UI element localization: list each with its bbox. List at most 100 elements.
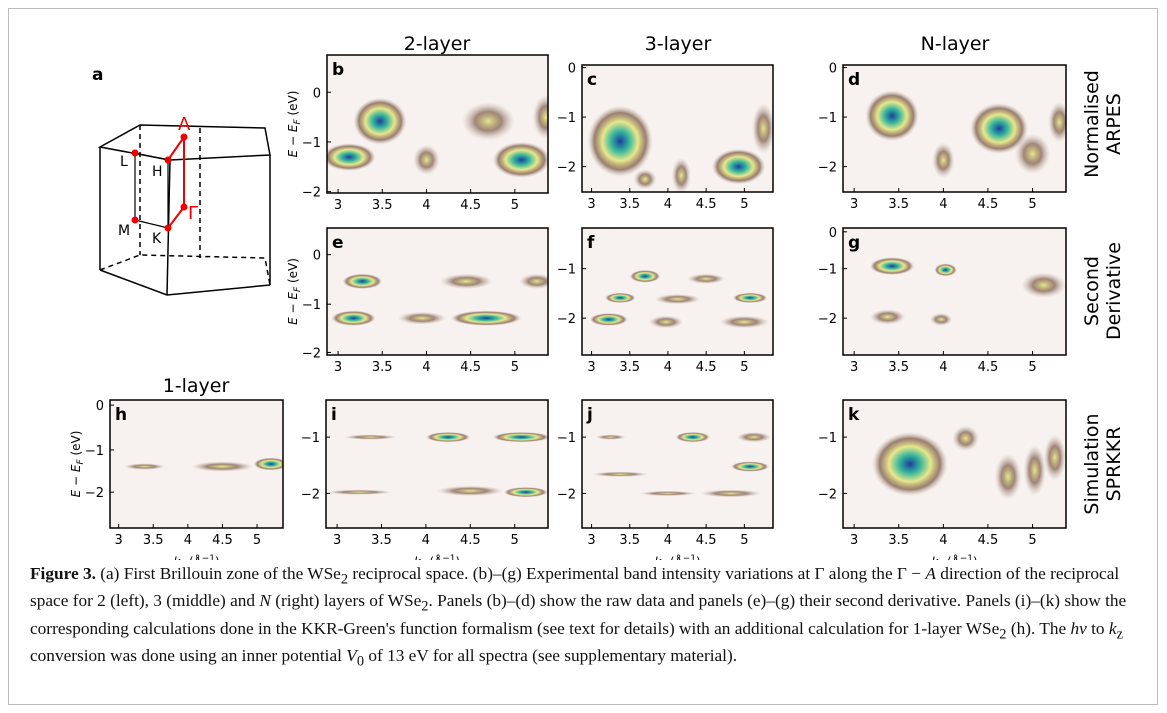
x-tick-label: 3.5 bbox=[371, 533, 392, 548]
zone-label: H bbox=[152, 164, 163, 180]
zone-point bbox=[181, 204, 188, 211]
x-axis-label: kz (Å−1) bbox=[654, 554, 700, 560]
zone-label: M bbox=[118, 223, 130, 239]
intensity-blob bbox=[870, 309, 906, 324]
caption-italic: V bbox=[346, 646, 357, 665]
x-tick-label: 5 bbox=[511, 198, 519, 213]
x-axis-label-part: k bbox=[173, 555, 181, 560]
x-tick-label: 4 bbox=[939, 533, 947, 548]
zone-point bbox=[132, 150, 139, 157]
y-tick-label: −2 bbox=[557, 312, 576, 327]
intensity-blob bbox=[733, 293, 767, 303]
caption-text: reciprocal space. (b)–(g) Experimental b… bbox=[348, 564, 925, 583]
intensity-blob bbox=[590, 313, 628, 326]
x-tick-label: 3.5 bbox=[888, 533, 909, 548]
intensity-blob bbox=[124, 463, 166, 469]
x-axis-label: kz (Å−1) bbox=[173, 554, 219, 560]
column-header: 2-layer bbox=[404, 33, 471, 55]
y-tick-label: −1 bbox=[818, 431, 837, 446]
caption-text: to bbox=[1087, 619, 1109, 638]
panel: d0−1−233.544.55 bbox=[818, 62, 1071, 212]
x-tick-label: 4.5 bbox=[460, 360, 481, 375]
x-axis-label-part: (Å bbox=[185, 554, 202, 560]
y-tick-label: −2 bbox=[301, 487, 320, 502]
x-tick-label: 4 bbox=[664, 533, 672, 548]
intensity-blob bbox=[342, 274, 382, 289]
x-tick-label: 3.5 bbox=[888, 197, 909, 212]
intensity-blob bbox=[865, 90, 919, 141]
x-tick-label: 3.5 bbox=[619, 197, 640, 212]
intensity-blob bbox=[930, 313, 952, 326]
panel-letter: b bbox=[332, 60, 344, 80]
x-tick-label: 5 bbox=[1028, 533, 1036, 548]
x-tick-label: 4 bbox=[939, 360, 947, 375]
intensity-blob bbox=[1044, 435, 1066, 481]
x-tick-label: 3.5 bbox=[372, 360, 393, 375]
x-tick-label: 3 bbox=[334, 360, 342, 375]
caption-italic: hν bbox=[1071, 619, 1087, 638]
panel-image bbox=[110, 400, 288, 528]
y-tick-label: −1 bbox=[85, 444, 104, 459]
row-label: Normalised bbox=[1081, 70, 1103, 178]
intensity-blob bbox=[426, 432, 470, 442]
x-tick-label: 3 bbox=[587, 533, 595, 548]
x-tick-label: 5 bbox=[740, 533, 748, 548]
intensity-blob bbox=[630, 270, 661, 283]
panel: c0−1−233.544.55 bbox=[557, 62, 775, 212]
y-tick-label: −1 bbox=[302, 136, 321, 151]
row-label: ARPES bbox=[1103, 93, 1125, 155]
y-tick-label: −2 bbox=[818, 312, 837, 327]
x-tick-label: 4 bbox=[422, 198, 430, 213]
x-tick-label: 5 bbox=[1028, 197, 1036, 212]
intensity-blob bbox=[872, 432, 948, 496]
y-axis-label-part: E − E bbox=[286, 124, 300, 157]
intensity-blob bbox=[952, 426, 979, 452]
zone-label: Γ bbox=[188, 203, 198, 224]
intensity-blob bbox=[588, 106, 653, 177]
x-axis-label-part: k bbox=[414, 555, 422, 560]
x-tick-label: 4.5 bbox=[696, 533, 717, 548]
intensity-blob bbox=[712, 149, 765, 185]
x-tick-label: 4.5 bbox=[696, 197, 717, 212]
row-label: SPRKKR bbox=[1103, 427, 1125, 502]
intensity-blob bbox=[649, 316, 683, 329]
intensity-blob bbox=[504, 487, 548, 497]
zone-red bbox=[168, 137, 184, 160]
zone-bottom bbox=[100, 270, 270, 295]
intensity-blob bbox=[934, 264, 956, 277]
y-tick-label: 0 bbox=[829, 226, 837, 241]
caption-text: conversion was done using an inner poten… bbox=[30, 646, 346, 665]
x-tick-label: 3 bbox=[334, 198, 342, 213]
x-tick-label: 5 bbox=[740, 197, 748, 212]
x-axis-label-part: −1 bbox=[202, 554, 215, 560]
caption-text: (h). The bbox=[1007, 619, 1071, 638]
caption-sub: 0 bbox=[357, 654, 364, 670]
x-axis-label-part: ) bbox=[215, 555, 220, 560]
intensity-blob bbox=[493, 142, 550, 178]
panel-letter: f bbox=[587, 233, 595, 253]
x-axis-label-part: ) bbox=[973, 555, 978, 560]
x-tick-label: 3 bbox=[850, 360, 858, 375]
x-axis-label-part: (Å bbox=[666, 554, 683, 560]
panel: i−1−233.544.55kz (Å−1) bbox=[301, 400, 550, 560]
y-tick-label: −2 bbox=[557, 487, 576, 502]
intensity-blob bbox=[655, 294, 701, 304]
caption-italic: N bbox=[259, 591, 271, 610]
x-axis-label-part: k bbox=[931, 555, 939, 560]
panel-letter: c bbox=[587, 70, 597, 90]
intensity-blob bbox=[932, 142, 954, 178]
panel-image bbox=[582, 400, 773, 528]
zone-hidden bbox=[100, 255, 270, 285]
panel-letter: j bbox=[586, 405, 593, 425]
intensity-blob bbox=[493, 432, 551, 442]
x-tick-label: 3.5 bbox=[619, 360, 640, 375]
y-axis-label-part: E − E bbox=[69, 464, 83, 497]
panel-letter: g bbox=[848, 233, 860, 253]
y-axis-label-part: (eV) bbox=[286, 258, 300, 287]
intensity-blob bbox=[731, 461, 769, 471]
x-tick-label: 4 bbox=[422, 533, 430, 548]
panel-image bbox=[582, 65, 775, 193]
y-tick-label: 0 bbox=[568, 62, 576, 77]
intensity-blob bbox=[462, 102, 515, 141]
figure: a A L H Γ M K 1-layer 2-layer 3-layer N-… bbox=[0, 0, 1167, 560]
